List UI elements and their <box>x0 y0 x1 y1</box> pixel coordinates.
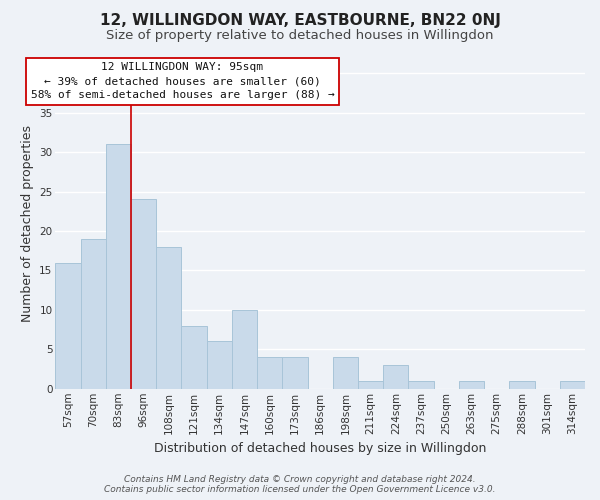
Text: Size of property relative to detached houses in Willingdon: Size of property relative to detached ho… <box>106 29 494 42</box>
Bar <box>106 144 131 389</box>
Bar <box>358 381 383 389</box>
X-axis label: Distribution of detached houses by size in Willingdon: Distribution of detached houses by size … <box>154 442 487 455</box>
Bar <box>206 342 232 389</box>
Bar <box>55 262 80 389</box>
Bar <box>333 357 358 389</box>
Bar <box>80 239 106 389</box>
Text: 12, WILLINGDON WAY, EASTBOURNE, BN22 0NJ: 12, WILLINGDON WAY, EASTBOURNE, BN22 0NJ <box>100 12 500 28</box>
Bar <box>181 326 206 389</box>
Bar <box>156 247 181 389</box>
Y-axis label: Number of detached properties: Number of detached properties <box>20 124 34 322</box>
Bar <box>383 365 409 389</box>
Text: 12 WILLINGDON WAY: 95sqm
← 39% of detached houses are smaller (60)
58% of semi-d: 12 WILLINGDON WAY: 95sqm ← 39% of detach… <box>31 62 334 100</box>
Bar <box>131 200 156 389</box>
Bar <box>409 381 434 389</box>
Bar <box>283 357 308 389</box>
Bar <box>560 381 585 389</box>
Bar <box>232 310 257 389</box>
Bar <box>509 381 535 389</box>
Text: Contains HM Land Registry data © Crown copyright and database right 2024.
Contai: Contains HM Land Registry data © Crown c… <box>104 474 496 494</box>
Bar <box>257 357 283 389</box>
Bar <box>459 381 484 389</box>
